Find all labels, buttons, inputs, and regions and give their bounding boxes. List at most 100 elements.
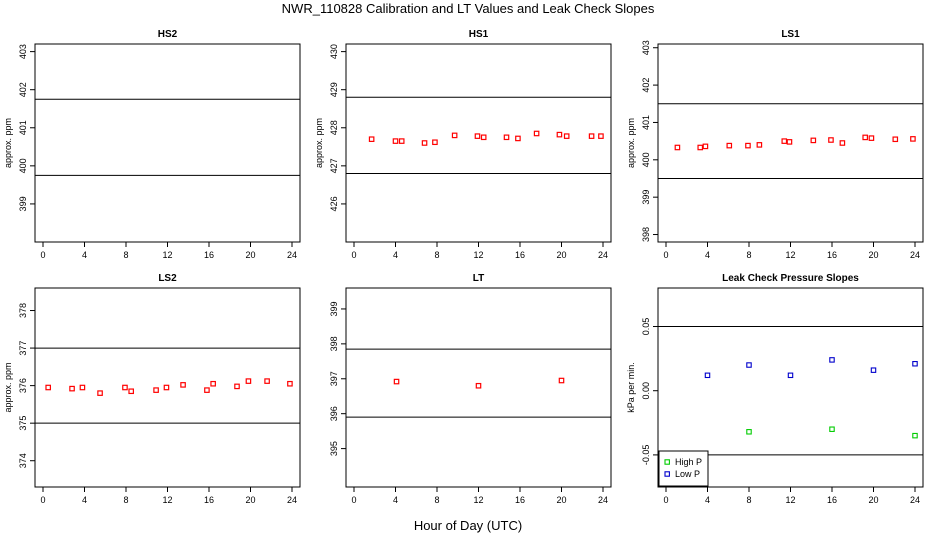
y-axis-label: approx. ppm xyxy=(314,118,324,168)
data-point xyxy=(264,378,270,384)
y-tick-label: 429 xyxy=(329,82,339,97)
data-point xyxy=(558,377,565,384)
y-tick-label: 375 xyxy=(18,416,28,431)
y-tick-label: 398 xyxy=(329,336,339,351)
data-point xyxy=(210,380,216,387)
x-tick-label: 0 xyxy=(351,495,356,505)
data-point xyxy=(69,385,75,392)
y-tick-label: 0.00 xyxy=(641,382,651,400)
x-tick-label: 12 xyxy=(473,250,483,260)
y-tick-label: 427 xyxy=(329,158,339,173)
y-tick-label: 399 xyxy=(641,190,651,205)
x-tick-label: 8 xyxy=(434,495,439,505)
y-tick-label: 0.05 xyxy=(641,318,651,336)
data-point xyxy=(674,144,681,151)
legend-label: High P xyxy=(675,457,702,467)
x-tick-label: 8 xyxy=(746,250,751,260)
x-tick-label: 12 xyxy=(473,495,483,505)
x-tick-label: 20 xyxy=(245,250,255,260)
plot-frame xyxy=(345,43,612,243)
y-axis-label: kPa per min. xyxy=(626,362,636,413)
y-tick-label: 402 xyxy=(18,82,28,97)
data-point xyxy=(122,384,128,391)
data-point xyxy=(163,384,170,391)
data-point xyxy=(533,130,540,137)
x-tick-label: 0 xyxy=(351,250,356,260)
plot-frame xyxy=(657,43,924,243)
x-tick-label: 24 xyxy=(287,495,297,505)
legend-marker xyxy=(664,471,670,477)
legend-label: Low P xyxy=(675,469,700,479)
data-point-low-p xyxy=(704,372,711,379)
x-tick-label: 8 xyxy=(123,250,128,260)
y-tick-label: 399 xyxy=(18,196,28,211)
data-point xyxy=(368,136,375,142)
x-tick-label: 24 xyxy=(910,495,920,505)
x-tick-label: 0 xyxy=(663,495,668,505)
data-point xyxy=(563,133,570,139)
y-tick-label: 374 xyxy=(18,453,28,468)
x-tick-label: 24 xyxy=(287,250,297,260)
y-axis-label: approx. ppm xyxy=(3,118,13,168)
legend-marker xyxy=(664,459,670,465)
x-tick-label: 4 xyxy=(705,250,710,260)
x-tick-label: 0 xyxy=(40,250,45,260)
legend-box xyxy=(658,450,709,487)
y-tick-label: 395 xyxy=(329,441,339,456)
x-tick-label: 16 xyxy=(827,495,837,505)
y-axis-label: approx. ppm xyxy=(626,118,636,168)
x-tick-label: 8 xyxy=(746,495,751,505)
x-tick-label: 12 xyxy=(162,250,172,260)
y-tick-label: 402 xyxy=(641,78,651,93)
x-tick-label: 24 xyxy=(598,250,608,260)
data-point xyxy=(393,378,400,385)
x-tick-label: 4 xyxy=(705,495,710,505)
data-point xyxy=(180,382,186,388)
panel-title: HS2 xyxy=(158,29,178,40)
data-point-low-p xyxy=(870,367,877,373)
panel-title: Leak Check Pressure Slopes xyxy=(722,273,859,284)
legend: High P Low P xyxy=(658,450,709,487)
y-tick-label: 376 xyxy=(18,378,28,393)
data-point xyxy=(702,143,709,150)
data-point xyxy=(234,383,240,390)
y-tick-label: -0.05 xyxy=(641,445,651,466)
data-point xyxy=(451,132,458,139)
x-tick-label: 24 xyxy=(910,250,920,260)
data-point xyxy=(398,138,405,144)
data-point-high-p xyxy=(746,429,752,435)
x-tick-label: 0 xyxy=(40,495,45,505)
y-tick-label: 403 xyxy=(641,40,651,55)
data-point xyxy=(474,133,481,139)
data-point-low-p xyxy=(829,357,835,363)
y-tick-label: 401 xyxy=(18,120,28,135)
y-tick-label: 401 xyxy=(641,115,651,130)
x-tick-label: 8 xyxy=(434,250,439,260)
data-point xyxy=(810,137,817,144)
x-tick-label: 20 xyxy=(556,250,566,260)
x-tick-label: 0 xyxy=(663,250,668,260)
x-tick-label: 12 xyxy=(162,495,172,505)
x-tick-label: 16 xyxy=(515,495,525,505)
y-axis-label: approx. ppm xyxy=(3,362,13,412)
plot-frame xyxy=(34,43,301,243)
data-point-low-p xyxy=(746,362,752,368)
data-point-high-p xyxy=(912,432,918,439)
data-point xyxy=(287,380,293,387)
panel-5: LT 0 4 8 12 16 20 24 395 396 397 398 399 xyxy=(329,273,612,505)
y-tick-label: 399 xyxy=(329,301,339,316)
panel-2: HS1 0 4 8 12 16 20 24 426 427 428 429 430 approx. ppm xyxy=(314,29,612,260)
figure-title: NWR_110828 Calibration and LT Values and… xyxy=(281,1,655,16)
data-point xyxy=(556,131,563,138)
panel-6: Leak Check Pressure Slopes 0 4 8 12 16 20 24 -0.… xyxy=(626,273,924,505)
data-point xyxy=(204,387,210,393)
x-tick-label: 20 xyxy=(245,495,255,505)
panel-title: LT xyxy=(473,273,484,284)
y-tick-label: 396 xyxy=(329,406,339,421)
panel-title: HS1 xyxy=(469,29,489,40)
data-point-high-p xyxy=(829,426,835,432)
data-point xyxy=(79,384,86,391)
y-tick-label: 426 xyxy=(329,196,339,211)
